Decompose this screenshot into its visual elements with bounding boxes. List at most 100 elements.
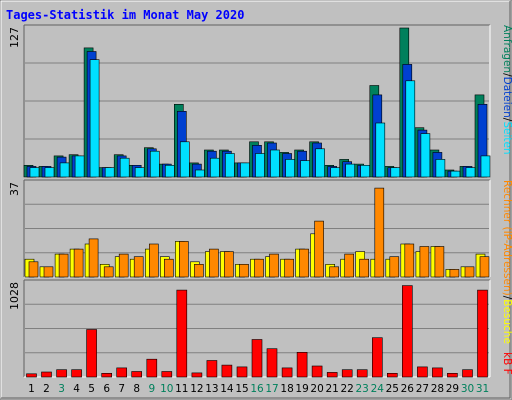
- bar-kb-f-day-21: [326, 372, 338, 378]
- bar-seiten-day-20: [315, 148, 325, 178]
- x-tick-label: 30: [461, 383, 474, 395]
- chart-panels: 127 37 1028: [8, 24, 491, 378]
- bar-seiten-day-28: [435, 159, 446, 178]
- bar-seiten-day-7: [119, 157, 130, 178]
- x-tick-label: 3: [58, 383, 65, 395]
- x-tick-label: 8: [133, 383, 140, 395]
- bar-rechner-ip-adressen-day-26: [404, 243, 415, 278]
- x-tick-label: 4: [73, 383, 80, 395]
- bar-kb-f-day-24: [371, 337, 383, 378]
- bar-seiten-day-14: [225, 153, 235, 178]
- x-tick-label: 24: [371, 383, 385, 395]
- bar-kb-f-day-3: [56, 369, 67, 378]
- bar-seiten-day-16: [255, 153, 265, 178]
- bar-kb-f-day-20: [311, 365, 323, 378]
- bar-rechner-ip-adressen-day-3: [58, 253, 69, 278]
- bar-kb-f-day-22: [341, 369, 353, 378]
- y-max-label: 127: [8, 27, 21, 48]
- x-tick-label: 28: [431, 383, 444, 395]
- bar-seiten-day-5: [89, 59, 100, 178]
- x-tick-label: 16: [250, 383, 264, 395]
- bar-seiten-day-31: [480, 155, 491, 178]
- x-tick-label: 2: [43, 383, 50, 395]
- bar-seiten-day-19: [300, 160, 310, 178]
- bar-rechner-ip-adressen-day-4: [73, 248, 84, 278]
- bar-rechner-ip-adressen-day-6: [103, 266, 114, 278]
- right-label-part: Anfragen: [501, 25, 512, 73]
- bar-rechner-ip-adressen-day-30: [464, 266, 475, 278]
- x-tick-label: 13: [205, 383, 218, 395]
- chart-title: Tages-Statistik im Monat May 2020: [6, 8, 244, 22]
- bar-kb-f-day-26: [401, 285, 413, 378]
- bar-rechner-ip-adressen-day-27: [419, 246, 430, 278]
- bar-seiten-day-12: [195, 169, 205, 178]
- panel-2: 37: [8, 179, 491, 278]
- bar-seiten-day-3: [59, 162, 70, 178]
- x-tick-label: 17: [265, 383, 278, 395]
- bar-rechner-ip-adressen-day-22: [344, 253, 355, 278]
- x-tick-label: 14: [220, 383, 234, 395]
- bar-rechner-ip-adressen-day-28: [434, 246, 445, 278]
- bar-kb-f-day-17: [266, 348, 278, 378]
- bar-kb-f-day-19: [296, 351, 308, 378]
- y-max-label: 1028: [8, 282, 21, 310]
- bar-rechner-ip-adressen-day-31: [479, 256, 490, 278]
- bar-kb-f-day-12: [191, 372, 203, 378]
- x-tick-label: 15: [235, 383, 248, 395]
- bar-seiten-day-24: [375, 122, 386, 178]
- panel-3: 1028: [8, 279, 491, 378]
- bar-kb-f-day-28: [432, 367, 443, 378]
- bar-seiten-day-8: [134, 167, 145, 178]
- bar-kb-f-day-31: [477, 289, 488, 378]
- bar-rechner-ip-adressen-day-13: [209, 248, 219, 278]
- bar-seiten-day-26: [405, 80, 416, 178]
- bar-seiten-day-9: [150, 150, 160, 178]
- bar-seiten-day-1: [29, 167, 40, 178]
- x-tick-label: 12: [190, 383, 203, 395]
- right-label-bottom: kB F: [501, 352, 512, 375]
- x-tick-label: 26: [401, 383, 415, 395]
- bar-kb-f-day-10: [161, 371, 173, 378]
- x-tick-label: 6: [103, 383, 110, 395]
- bar-rechner-ip-adressen-day-15: [239, 263, 249, 278]
- bar-kb-f-day-7: [116, 367, 127, 378]
- bar-seiten-day-15: [240, 162, 250, 178]
- bar-seiten-day-11: [180, 141, 190, 178]
- right-label-part: /: [501, 118, 512, 122]
- bar-seiten-day-23: [360, 165, 371, 178]
- bar-seiten-day-10: [165, 165, 175, 178]
- x-tick-label: 10: [160, 383, 173, 395]
- bar-rechner-ip-adressen-day-19: [299, 248, 309, 278]
- x-tick-label: 29: [446, 383, 459, 395]
- bar-rechner-ip-adressen-day-20: [314, 220, 324, 278]
- bar-seiten-day-22: [345, 163, 356, 178]
- bar-rechner-ip-adressen-day-12: [194, 263, 204, 278]
- right-label-top: Anfragen/Dateien/Seiten: [501, 25, 512, 155]
- bar-kb-f-day-16: [251, 339, 263, 378]
- right-label-middle: Rechner (IP-Adressen)/Besuche: [501, 180, 512, 344]
- bar-rechner-ip-adressen-day-23: [359, 258, 370, 278]
- bar-rechner-ip-adressen-day-7: [118, 253, 129, 278]
- bar-rechner-ip-adressen-day-24: [374, 187, 385, 278]
- bar-kb-f-day-29: [447, 372, 458, 378]
- bar-seiten-day-18: [285, 159, 295, 178]
- bar-kb-f-day-18: [281, 367, 293, 378]
- x-tick-label: 31: [476, 383, 489, 395]
- panel-1: 127: [8, 24, 491, 178]
- bar-rechner-ip-adressen-day-11: [179, 241, 189, 278]
- bar-kb-f-day-23: [356, 369, 368, 378]
- bar-rechner-ip-adressen-day-16: [254, 258, 264, 278]
- x-tick-label: 23: [356, 383, 369, 395]
- bar-kb-f-day-2: [41, 371, 52, 378]
- bar-kb-f-day-30: [462, 369, 473, 378]
- bar-kb-f-day-8: [131, 371, 142, 378]
- bar-rechner-ip-adressen-day-9: [149, 243, 159, 278]
- bar-kb-f-day-5: [86, 329, 97, 378]
- x-tick-label: 5: [88, 383, 95, 395]
- right-label-part: Besuche: [501, 299, 512, 344]
- right-label-part: Seiten: [501, 121, 512, 154]
- x-tick-label: 22: [341, 383, 354, 395]
- x-tick-label: 18: [280, 383, 293, 395]
- bar-seiten-day-25: [390, 167, 401, 178]
